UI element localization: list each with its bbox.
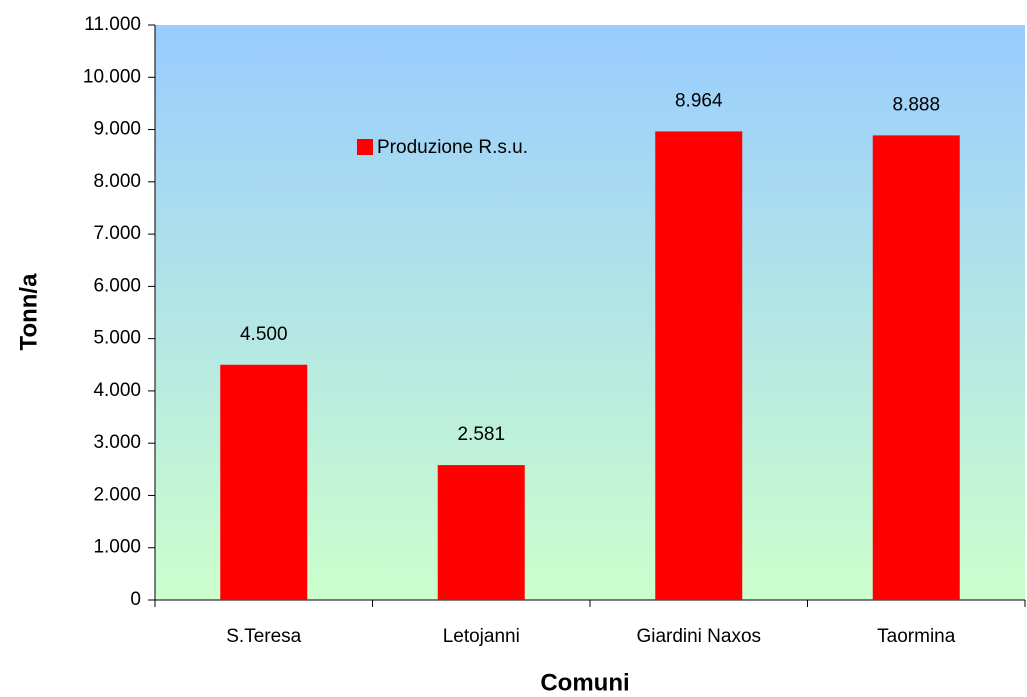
bar — [655, 131, 743, 600]
legend-swatch — [357, 139, 373, 155]
y-tick-label: 2.000 — [93, 484, 141, 505]
y-tick-label: 6.000 — [93, 275, 141, 296]
data-label: 8.888 — [892, 94, 940, 115]
legend-label: Produzione R.s.u. — [377, 137, 528, 158]
data-label: 2.581 — [457, 424, 505, 445]
y-axis-title: Tonn/a — [15, 273, 42, 351]
y-tick-label: 1.000 — [93, 537, 141, 558]
x-tick-label: S.Teresa — [226, 626, 301, 647]
bar — [437, 465, 525, 600]
y-tick-label: 0 — [130, 589, 141, 610]
y-tick-label: 11.000 — [84, 14, 141, 35]
bar — [872, 135, 960, 600]
y-tick-label: 9.000 — [93, 119, 141, 140]
y-tick-label: 5.000 — [93, 328, 141, 349]
data-label: 4.500 — [240, 324, 288, 345]
x-tick-label: Letojanni — [443, 626, 520, 647]
y-tick-label: 7.000 — [93, 223, 141, 244]
x-axis-title: Comuni — [540, 669, 629, 696]
y-tick-label: 3.000 — [93, 432, 141, 453]
y-tick-label: 10.000 — [83, 66, 141, 87]
x-tick-label: Giardini Naxos — [636, 626, 761, 647]
y-tick-label: 4.000 — [93, 380, 141, 401]
x-tick-label: Taormina — [877, 626, 956, 647]
bar — [220, 364, 308, 600]
data-label: 8.964 — [675, 90, 723, 111]
y-tick-label: 8.000 — [93, 171, 141, 192]
